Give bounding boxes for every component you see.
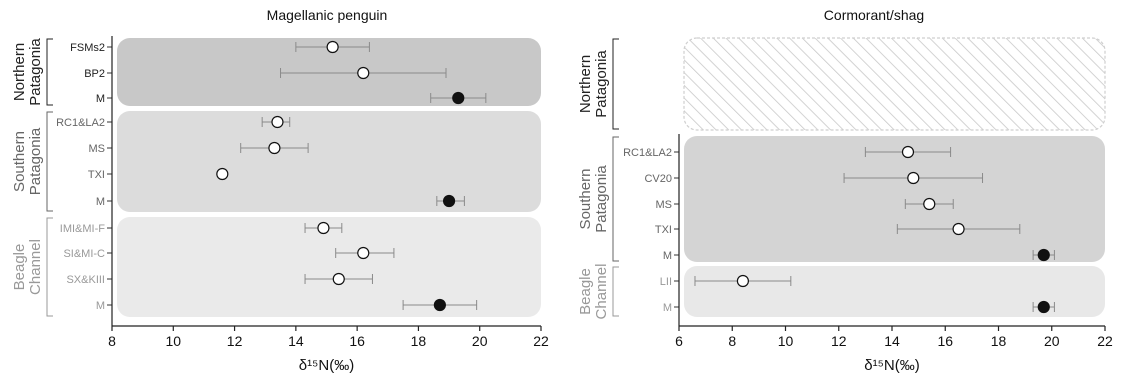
x-tick-label: 16 bbox=[937, 333, 953, 349]
group-name: NorthernPatagonia bbox=[577, 50, 610, 118]
x-tick-label: 8 bbox=[728, 333, 736, 349]
row-label: MS bbox=[656, 199, 673, 211]
x-axis-label: δ¹⁵N(‰) bbox=[299, 357, 354, 374]
group-name: SouthernPatagonia bbox=[577, 165, 610, 233]
data-point-open bbox=[357, 66, 370, 80]
data-point-open bbox=[952, 222, 965, 236]
data-point-filled bbox=[452, 91, 465, 105]
data-point-filled bbox=[1037, 248, 1050, 262]
row-label: FSMs2 bbox=[70, 42, 105, 54]
group-bracket bbox=[46, 111, 53, 212]
group-name: SouthernPatagonia bbox=[11, 127, 44, 195]
row-label: M bbox=[96, 300, 105, 312]
group-name-line: Patagonia bbox=[27, 127, 44, 195]
group-background bbox=[117, 38, 541, 106]
group-bracket bbox=[612, 266, 619, 317]
group-name-line: Southern bbox=[11, 131, 28, 192]
row-label: TXI bbox=[88, 169, 105, 181]
group-background bbox=[684, 136, 1105, 262]
row-label: M bbox=[663, 250, 672, 262]
row-label: RC1&LA2 bbox=[56, 117, 105, 129]
x-tick-label: 6 bbox=[675, 333, 683, 349]
x-tick-label: 12 bbox=[227, 333, 243, 349]
group-name: BeagleChannel bbox=[11, 239, 44, 295]
group-name-line: Southern bbox=[577, 169, 594, 230]
group-bracket bbox=[46, 217, 53, 317]
row-label: SI&MI-C bbox=[63, 248, 105, 260]
group-background bbox=[117, 217, 541, 317]
x-tick-label: 14 bbox=[884, 333, 900, 349]
group-name-line: Beagle bbox=[577, 268, 594, 315]
x-tick-label: 8 bbox=[108, 333, 116, 349]
group-background bbox=[683, 37, 1106, 131]
row-label: MS bbox=[89, 143, 106, 155]
data-point-open bbox=[736, 274, 750, 288]
x-tick-label: 12 bbox=[831, 333, 847, 349]
x-tick-label: 18 bbox=[411, 333, 427, 349]
data-point-open bbox=[357, 246, 370, 260]
row-label: LII bbox=[660, 276, 672, 288]
group-background bbox=[684, 266, 1105, 317]
group-name-line: Patagonia bbox=[27, 38, 44, 106]
row-label: BP2 bbox=[84, 68, 105, 80]
x-tick-label: 20 bbox=[472, 333, 488, 349]
row-label: CV20 bbox=[644, 173, 672, 185]
data-point-open bbox=[216, 167, 229, 181]
data-point-filled bbox=[433, 298, 446, 312]
group-name: NorthernPatagonia bbox=[11, 38, 44, 106]
data-point-open bbox=[901, 145, 915, 159]
data-point-filled bbox=[442, 194, 456, 208]
chart-title: Magellanic penguin bbox=[267, 7, 388, 23]
group-bracket bbox=[612, 38, 619, 130]
row-label: M bbox=[96, 93, 105, 105]
row-label: TXI bbox=[655, 224, 672, 236]
group-bracket bbox=[612, 136, 619, 262]
data-point-open bbox=[268, 141, 281, 155]
row-label: RC1&LA2 bbox=[623, 147, 672, 159]
row-label: SX&KIII bbox=[66, 274, 105, 286]
row-label: M bbox=[663, 302, 672, 314]
chart-title: Cormorant/shag bbox=[824, 7, 924, 23]
group-name-line: Patagonia bbox=[593, 50, 610, 118]
data-point-open bbox=[332, 272, 345, 286]
row-label: IMI&MI-F bbox=[60, 223, 105, 235]
group-bracket bbox=[46, 38, 53, 106]
group-name-line: Patagonia bbox=[593, 165, 610, 233]
data-point-open bbox=[326, 40, 339, 54]
data-point-filled bbox=[1037, 300, 1050, 314]
x-tick-label: 10 bbox=[778, 333, 794, 349]
data-point-open bbox=[907, 171, 920, 185]
x-tick-label: 14 bbox=[288, 333, 304, 349]
group-name-line: Channel bbox=[27, 239, 44, 295]
row-label: M bbox=[96, 196, 105, 208]
x-tick-label: 20 bbox=[1044, 333, 1060, 349]
panel-cormorant: Cormorant/shagNorthernPatagoniaSouthernP… bbox=[577, 7, 1113, 374]
group-name: BeagleChannel bbox=[577, 264, 610, 320]
group-name-line: Northern bbox=[11, 43, 28, 101]
group-background bbox=[117, 111, 541, 212]
x-tick-label: 18 bbox=[991, 333, 1007, 349]
data-point-open bbox=[271, 115, 284, 129]
group-name-line: Northern bbox=[577, 55, 594, 113]
x-tick-label: 16 bbox=[349, 333, 365, 349]
x-tick-label: 22 bbox=[1097, 333, 1113, 349]
data-point-open bbox=[923, 197, 936, 211]
x-tick-label: 10 bbox=[165, 333, 181, 349]
group-name-line: Beagle bbox=[11, 244, 28, 291]
x-axis-label: δ¹⁵N(‰) bbox=[864, 357, 919, 374]
group-name-line: Channel bbox=[593, 264, 610, 320]
x-tick-label: 22 bbox=[533, 333, 549, 349]
data-point-open bbox=[317, 221, 330, 235]
